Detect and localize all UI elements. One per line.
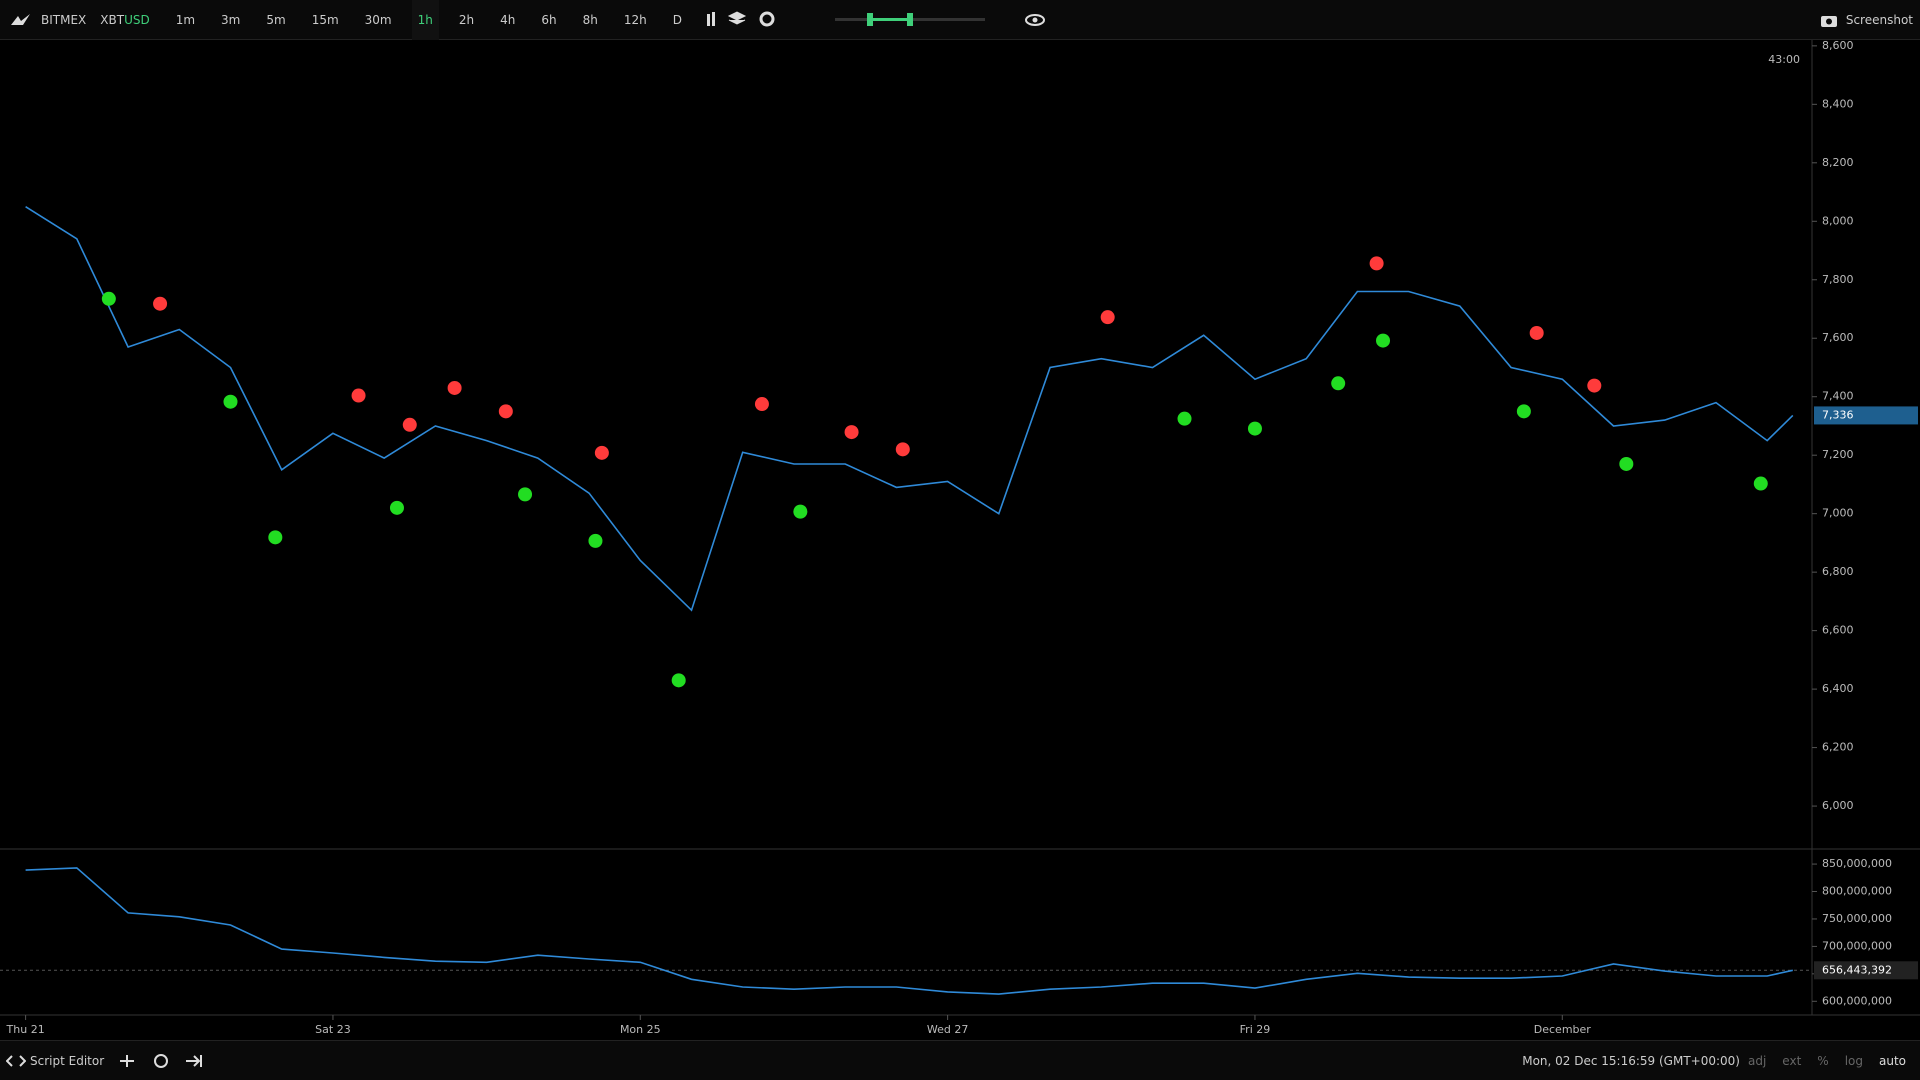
y-tick-label: 6,400: [1822, 682, 1854, 695]
last-value-box: [1814, 406, 1918, 425]
timeframe-button[interactable]: 3m: [221, 12, 241, 27]
x-tick-label: Sat 23: [315, 1023, 351, 1036]
timeframe-button[interactable]: 30m: [364, 12, 392, 27]
timeframe-button[interactable]: 8h: [582, 12, 598, 27]
y-tick-label: 8,000: [1822, 214, 1854, 227]
signal-dot: [793, 504, 808, 519]
signal-dot: [223, 394, 238, 409]
signal-dot: [1331, 376, 1346, 391]
timeframe-button[interactable]: D: [672, 12, 682, 27]
y-tick-label: 850,000,000: [1822, 857, 1892, 870]
last-value-label: 7,336: [1822, 408, 1854, 421]
symbol-quote[interactable]: USD: [124, 12, 150, 27]
scale-mode[interactable]: %: [1817, 1053, 1829, 1068]
timeframe-button[interactable]: 1h: [411, 0, 439, 40]
signal-dot: [351, 388, 366, 403]
exchange[interactable]: BITMEX: [41, 12, 87, 27]
signal-dot: [671, 673, 686, 688]
signal-dot: [498, 404, 513, 419]
x-tick-label: December: [1534, 1023, 1592, 1036]
eye-icon[interactable]: [1015, 10, 1055, 30]
signal-dot: [268, 530, 283, 545]
y-tick-label: 800,000,000: [1822, 885, 1892, 898]
y-tick-label: 7,400: [1822, 390, 1854, 403]
x-tick-label: Thu 21: [6, 1023, 45, 1036]
scale-mode[interactable]: log: [1844, 1053, 1863, 1068]
signal-dot: [1516, 404, 1531, 419]
signal-dot: [1369, 256, 1384, 271]
footer: Script Editor Mon, 02 Dec 15:16:59 (GMT+…: [0, 1040, 1920, 1080]
signal-dot: [844, 425, 859, 440]
signal-dot: [1247, 421, 1262, 436]
price-line: [25, 206, 1794, 612]
y-tick-label: 8,200: [1822, 156, 1854, 169]
toolbar: BITMEX XBT USD 1m 3m 5m 15m 30m 1h 2h 4h 6h 8h 12h D…: [0, 0, 1920, 40]
y-tick-label: 700,000,000: [1822, 939, 1892, 952]
y-tick-label: 6,000: [1822, 799, 1854, 812]
chart: 43:00 6,000 6,200 6,400 6,600 6,800 7,000 7,20…: [0, 38, 1920, 1040]
timeframe-button[interactable]: 5m: [266, 12, 286, 27]
signal-dot: [518, 487, 533, 502]
signal-dot: [895, 442, 910, 457]
scale-mode[interactable]: adj: [1747, 1053, 1767, 1068]
slider[interactable]: [815, 10, 1015, 30]
x-tick-label: Fri 29: [1240, 1023, 1271, 1036]
signal-dot: [1177, 411, 1192, 426]
y-tick-label: 6,800: [1822, 565, 1854, 578]
last-value-box: [1814, 961, 1918, 980]
x-tick-label: Wed 27: [927, 1023, 968, 1036]
timeframe-button[interactable]: 1m: [175, 12, 196, 27]
screenshot-button[interactable]: Screenshot: [1845, 12, 1913, 27]
timeframe-button[interactable]: 4h: [500, 12, 516, 27]
timeframe-button[interactable]: 2h: [458, 12, 475, 27]
background: [0, 40, 1920, 1040]
signal-dot: [1753, 476, 1768, 491]
signal-dot: [1100, 310, 1115, 325]
scale-modes: adj ext% log auto: [1740, 1054, 1914, 1068]
y-tick-label: 7,200: [1822, 448, 1854, 461]
logo: [11, 13, 30, 25]
signal-dot: [402, 417, 417, 432]
camera-icon: [1820, 15, 1837, 27]
last-value-label: 656,443,392: [1822, 963, 1892, 976]
signal-dot: [594, 445, 609, 460]
y-tick-label: 750,000,000: [1822, 912, 1892, 925]
timeframe-button[interactable]: 15m: [311, 12, 339, 27]
timeframes: 1m 3m 5m 15m 30m 1h 2h 4h 6h 8h 12h D: [163, 0, 695, 40]
script-editor[interactable]: Script Editor: [30, 1053, 105, 1068]
signal-dot: [1529, 325, 1544, 340]
price-line: [25, 867, 1793, 995]
footer-icons: [120, 1053, 203, 1068]
timeframe-button[interactable]: 12h: [623, 12, 647, 27]
y-tick-label: 6,200: [1822, 741, 1854, 754]
signal-dot: [447, 380, 462, 395]
tool-icons: [707, 10, 775, 26]
timeframe-button[interactable]: 6h: [541, 12, 557, 27]
signal-dot: [1587, 378, 1602, 393]
y-tick-label: 8,600: [1822, 39, 1854, 52]
signal-dot: [101, 291, 116, 306]
y-tick-label: 600,000,000: [1822, 994, 1892, 1007]
signal-dot: [153, 296, 168, 311]
signal-dot: [1376, 333, 1391, 348]
signal-dot: [389, 500, 404, 515]
code-icon: [6, 1054, 26, 1067]
x-tick-label: Mon 25: [620, 1023, 661, 1036]
y-tick-label: 7,600: [1822, 331, 1854, 344]
scale-mode[interactable]: ext: [1782, 1053, 1802, 1068]
scale-mode[interactable]: auto: [1878, 1053, 1906, 1068]
symbol-base[interactable]: XBT: [100, 12, 125, 27]
y-tick-label: 6,600: [1822, 624, 1854, 637]
y-tick-label: 7,000: [1822, 507, 1854, 520]
y-tick-label: 8,400: [1822, 97, 1854, 110]
signal-dot: [1619, 456, 1634, 471]
countdown: 43:00: [1768, 53, 1800, 66]
clock: Mon, 02 Dec 15:16:59 (GMT+00:00): [1522, 1053, 1740, 1068]
signal-dot: [754, 397, 769, 412]
signal-dot: [588, 533, 603, 548]
y-tick-label: 7,800: [1822, 273, 1854, 286]
